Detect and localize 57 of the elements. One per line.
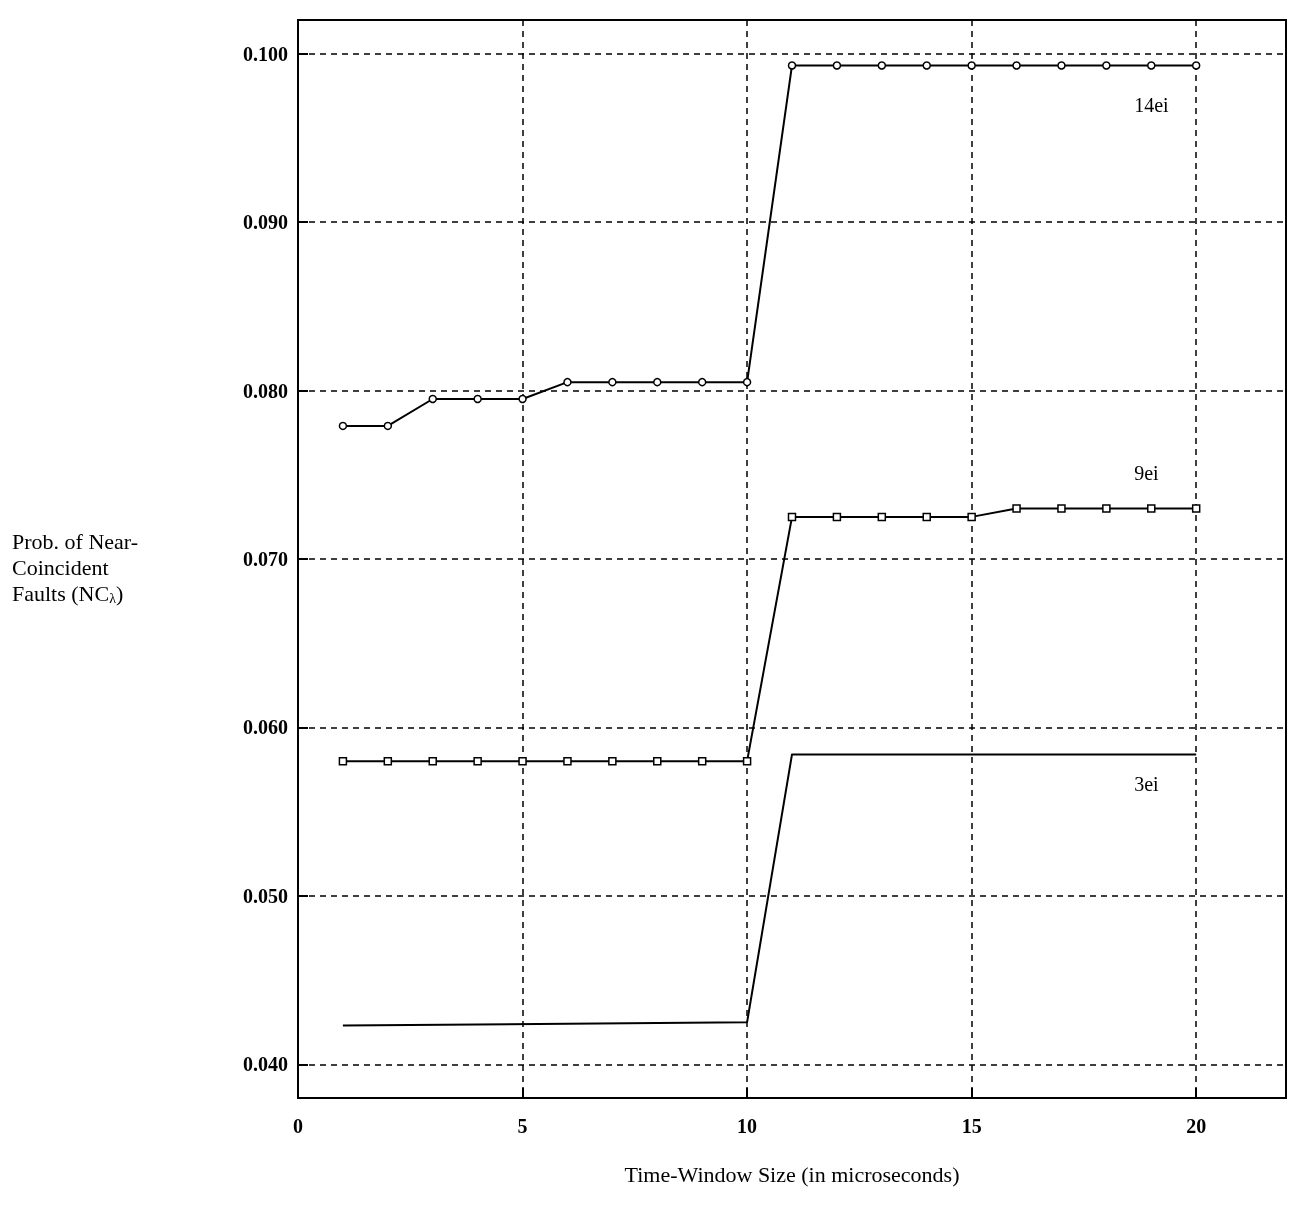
point: [563, 756, 572, 766]
point: [877, 61, 887, 70]
point: [787, 61, 797, 70]
point: [967, 61, 976, 70]
x-tick-label: 5: [517, 1115, 528, 1137]
point: [473, 394, 482, 404]
series-label: 3ei: [1134, 773, 1160, 796]
point: [338, 756, 348, 766]
point: [1191, 504, 1201, 513]
point: [518, 394, 527, 404]
y-axis-title: Prob. of Near- Coincident Faults (NCλ): [12, 528, 139, 606]
y-tick-label: 0.060: [243, 716, 288, 739]
y-tick-label: 0.080: [243, 379, 288, 402]
point: [428, 756, 437, 766]
point: [653, 756, 662, 766]
series-label: 9ei: [1134, 462, 1160, 485]
point: [922, 61, 931, 70]
x-tick-label: 20: [1186, 1115, 1207, 1137]
point: [563, 377, 572, 387]
point: [877, 512, 887, 522]
y-tick-label: 0.090: [243, 211, 288, 234]
point: [697, 756, 707, 766]
y-tick-label: 0.100: [243, 42, 288, 65]
point: [832, 512, 842, 522]
y-tick-label: 0.040: [243, 1053, 288, 1076]
point: [518, 756, 527, 766]
point: [787, 512, 797, 522]
point: [742, 756, 752, 766]
point: [473, 756, 482, 766]
x-tick-label: 15: [961, 1115, 982, 1137]
point: [1191, 61, 1201, 70]
point: [1057, 504, 1066, 513]
point: [1012, 504, 1021, 513]
point: [967, 512, 976, 522]
point: [697, 377, 707, 387]
point: [1102, 504, 1111, 513]
point: [608, 756, 617, 766]
point: [1147, 504, 1156, 513]
x-tick-label: 10: [737, 1115, 758, 1137]
y-tick-label: 0.070: [243, 548, 288, 570]
y-tick-label: 0.050: [243, 884, 288, 907]
point: [922, 512, 931, 522]
point: [428, 394, 437, 404]
x-tick-label: 0: [293, 1115, 303, 1137]
point: [608, 377, 617, 387]
point: [653, 377, 662, 387]
point: [383, 756, 393, 766]
point: [338, 421, 348, 431]
point: [1057, 61, 1066, 70]
point: [1102, 61, 1111, 70]
series-label: 14ei: [1134, 94, 1170, 117]
point: [383, 421, 393, 431]
point: [1012, 61, 1021, 70]
point: [1147, 61, 1156, 70]
x-axis-title: Time-Window Size (in microseconds): [624, 1161, 960, 1187]
point: [742, 377, 752, 387]
point: [832, 61, 842, 70]
